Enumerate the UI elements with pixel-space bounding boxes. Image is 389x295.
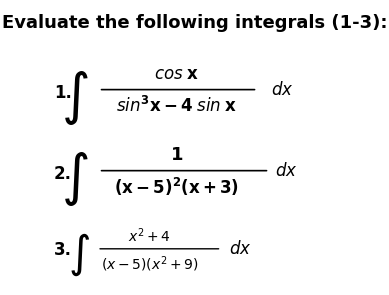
Text: 3.: 3. (54, 241, 72, 259)
Text: $\mathbf{1}$: $\mathbf{1}$ (170, 146, 183, 164)
Text: $\mathit{dx}$: $\mathit{dx}$ (271, 81, 293, 99)
Text: $\mathbf{\mathit{cos}\;x}$: $\mathbf{\mathit{cos}\;x}$ (154, 65, 199, 83)
Text: 2.: 2. (54, 165, 72, 183)
Text: $\mathbf{\mathit{dx}}$: $\mathbf{\mathit{dx}}$ (275, 162, 298, 180)
Text: 1.: 1. (54, 83, 72, 101)
Text: $x^2+4$: $x^2+4$ (128, 227, 171, 245)
Text: $\mathbf{\mathit{sin}^3 x - 4\;\mathit{sin}\;x}$: $\mathbf{\mathit{sin}^3 x - 4\;\mathit{s… (116, 96, 237, 116)
Text: $\mathbf{\mathit{dx}}$: $\mathbf{\mathit{dx}}$ (229, 240, 251, 258)
Text: $\int$: $\int$ (68, 231, 90, 278)
Text: $(x-5)(x^2+9)$: $(x-5)(x^2+9)$ (101, 254, 198, 274)
Text: $\int$: $\int$ (61, 69, 89, 127)
Text: Evaluate the following integrals (1-3):: Evaluate the following integrals (1-3): (2, 14, 387, 32)
Text: $\int$: $\int$ (61, 150, 89, 208)
Text: $\mathbf{(x-5)^2(x+3)}$: $\mathbf{(x-5)^2(x+3)}$ (114, 176, 239, 198)
